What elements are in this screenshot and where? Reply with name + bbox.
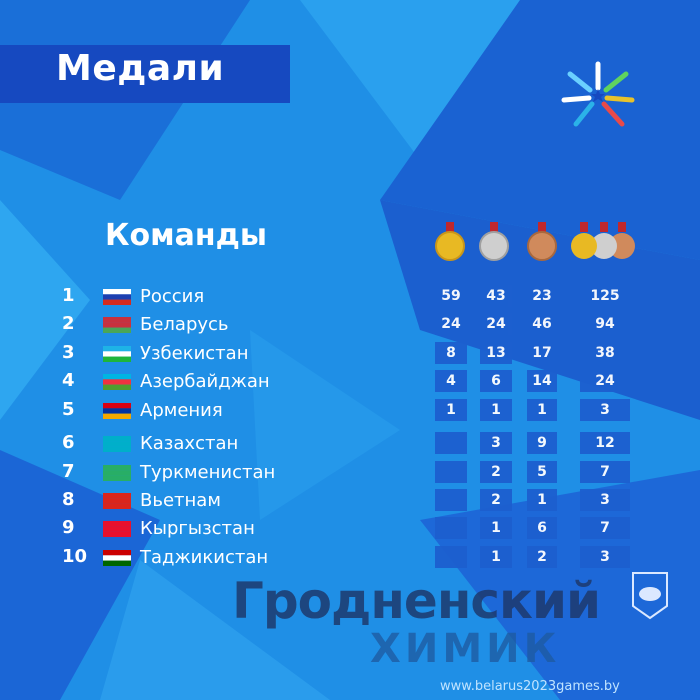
silver-count: 1 (480, 517, 512, 539)
gold-count (435, 546, 467, 568)
gold-count (435, 517, 467, 539)
total-count: 38 (580, 342, 630, 364)
bronze-count: 5 (527, 461, 557, 483)
total-count: 3 (580, 399, 630, 421)
bronze-count: 9 (527, 432, 557, 454)
gold-count: 8 (435, 342, 467, 364)
website-link[interactable]: www.belarus2023games.by (440, 679, 620, 694)
gold-count: 59 (435, 285, 467, 307)
gold-count (435, 432, 467, 454)
table-row: 1 Россия 59 43 23 125 (0, 285, 700, 309)
rank: 10 (62, 546, 88, 567)
rank: 2 (62, 313, 75, 334)
flag-icon (103, 521, 131, 537)
country-name: Кыргызстан (140, 518, 255, 539)
flag-icon (103, 403, 131, 419)
table-row: 5 Армения 1 1 1 3 (0, 399, 700, 423)
coat-of-arms-icon (632, 572, 668, 620)
rank: 9 (62, 517, 75, 538)
silver-count: 13 (480, 342, 512, 364)
silver-count: 2 (480, 461, 512, 483)
silver-count: 3 (480, 432, 512, 454)
bronze-count: 17 (527, 342, 557, 364)
flag-icon (103, 374, 131, 390)
flag-icon (103, 317, 131, 333)
rank: 7 (62, 461, 75, 482)
flag-icon (103, 465, 131, 481)
total-count: 94 (580, 313, 630, 335)
silver-count: 2 (480, 489, 512, 511)
total-count: 3 (580, 546, 630, 568)
table-row: 2 Беларусь 24 24 46 94 (0, 313, 700, 337)
gold-count: 4 (435, 370, 467, 392)
rank: 4 (62, 370, 75, 391)
gold-count: 1 (435, 399, 467, 421)
country-name: Россия (140, 286, 205, 307)
country-name: Казахстан (140, 433, 239, 454)
rank: 1 (62, 285, 75, 306)
silver-medal-icon (479, 222, 509, 261)
table-row: 10 Таджикистан 1 2 3 (0, 546, 700, 570)
rank: 6 (62, 432, 75, 453)
section-title: Команды (105, 218, 267, 253)
total-count: 7 (580, 461, 630, 483)
flag-icon (103, 346, 131, 362)
table-row: 6 Казахстан 3 9 12 (0, 432, 700, 456)
silver-count: 1 (480, 546, 512, 568)
bronze-count: 46 (527, 313, 557, 335)
country-name: Беларусь (140, 314, 229, 335)
games-logo-icon (561, 61, 635, 127)
table-row: 3 Узбекистан 8 13 17 38 (0, 342, 700, 366)
country-name: Вьетнам (140, 490, 221, 511)
gold-medal-icon (435, 222, 465, 261)
table-row: 7 Туркменистан 2 5 7 (0, 461, 700, 485)
silver-count: 43 (480, 285, 512, 307)
silver-count: 24 (480, 313, 512, 335)
all-medals-icon (571, 222, 635, 259)
bronze-medal-icon (527, 222, 557, 261)
total-count: 3 (580, 489, 630, 511)
country-name: Узбекистан (140, 343, 249, 364)
watermark-line2: ХИМИК (370, 626, 561, 672)
watermark: Гродненский ХИМИК (232, 572, 601, 672)
title-band (0, 45, 290, 103)
bronze-count: 1 (527, 489, 557, 511)
bronze-count: 6 (527, 517, 557, 539)
rank: 5 (62, 399, 75, 420)
silver-count: 6 (480, 370, 512, 392)
country-name: Армения (140, 400, 223, 421)
gold-count: 24 (435, 313, 467, 335)
rank: 8 (62, 489, 75, 510)
flag-icon (103, 550, 131, 566)
table-row: 8 Вьетнам 2 1 3 (0, 489, 700, 513)
gold-count (435, 489, 467, 511)
country-name: Азербайджан (140, 371, 270, 392)
bronze-count: 23 (527, 285, 557, 307)
flag-icon (103, 436, 131, 452)
watermark-line1: Гродненский (232, 572, 601, 630)
bronze-count: 1 (527, 399, 557, 421)
gold-count (435, 461, 467, 483)
silver-count: 1 (480, 399, 512, 421)
country-name: Таджикистан (140, 547, 269, 568)
total-count: 24 (580, 370, 630, 392)
table-row: 4 Азербайджан 4 6 14 24 (0, 370, 700, 394)
total-count: 7 (580, 517, 630, 539)
total-count: 12 (580, 432, 630, 454)
table-row: 9 Кыргызстан 1 6 7 (0, 517, 700, 541)
bronze-count: 2 (527, 546, 557, 568)
flag-icon (103, 493, 131, 509)
country-name: Туркменистан (140, 462, 276, 483)
page-title: Медали (56, 48, 225, 89)
rank: 3 (62, 342, 75, 363)
bronze-count: 14 (527, 370, 557, 392)
flag-icon (103, 289, 131, 305)
total-count: 125 (580, 285, 630, 307)
